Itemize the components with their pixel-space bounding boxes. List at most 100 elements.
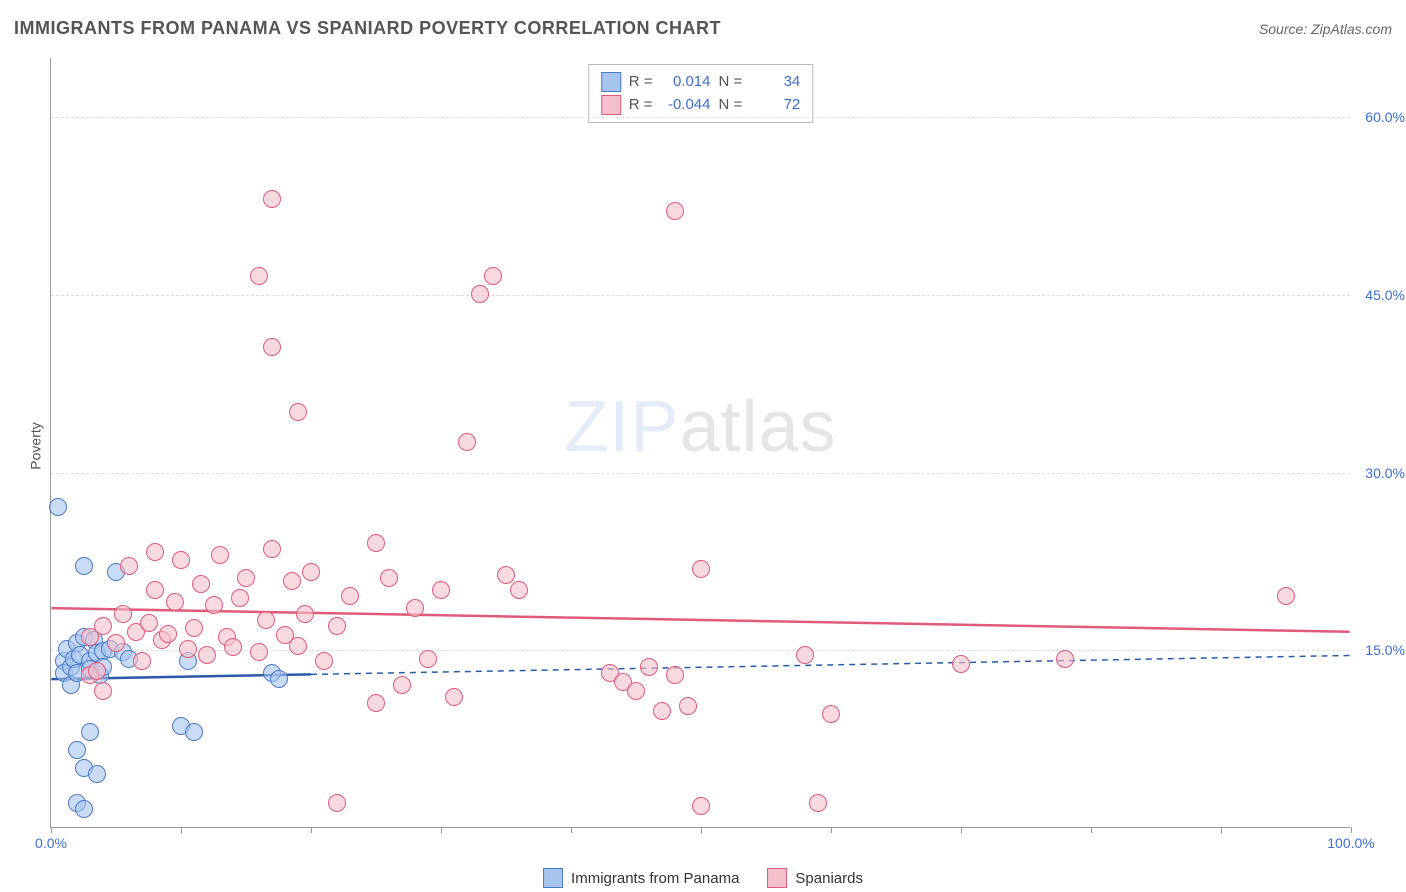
data-point [166,593,184,611]
stats-row: R = 0.014 N = 34 [601,71,801,94]
x-tick-mark [701,827,702,833]
x-tick-mark [51,827,52,833]
data-point [159,625,177,643]
gridline-h [51,117,1350,118]
x-tick-mark [961,827,962,833]
data-point [653,702,671,720]
data-point [679,697,697,715]
data-point [692,797,710,815]
data-point [289,403,307,421]
r-value: 0.014 [661,71,711,94]
data-point [133,652,151,670]
data-point [250,643,268,661]
chart-plot-area: ZIPatlas R =0.014N =34R =-0.044N =72 15.… [50,58,1350,828]
data-point [172,551,190,569]
data-point [289,637,307,655]
x-tick-label: 100.0% [1327,835,1374,851]
r-value: -0.044 [661,94,711,117]
data-point [380,569,398,587]
n-label: N = [719,71,743,94]
data-point [822,705,840,723]
data-point [640,658,658,676]
n-value: 34 [750,71,800,94]
data-point [497,566,515,584]
data-point [179,640,197,658]
data-point [328,617,346,635]
y-tick-label: 45.0% [1365,287,1405,303]
y-axis-label: Poverty [28,422,44,469]
x-tick-mark [1091,827,1092,833]
gridline-h [51,295,1350,296]
data-point [627,682,645,700]
source-attribution: Source: ZipAtlas.com [1259,21,1392,37]
data-point [211,546,229,564]
data-point [88,662,106,680]
data-point [250,267,268,285]
data-point [75,800,93,818]
data-point [367,694,385,712]
series-legend: Immigrants from PanamaSpaniards [543,868,863,888]
data-point [192,575,210,593]
series-swatch [601,72,621,92]
data-point [146,581,164,599]
data-point [94,682,112,700]
watermark: ZIPatlas [564,386,836,468]
x-tick-mark [441,827,442,833]
data-point [263,540,281,558]
data-point [296,605,314,623]
y-tick-label: 60.0% [1365,109,1405,125]
data-point [809,794,827,812]
data-point [510,581,528,599]
x-tick-mark [1221,827,1222,833]
data-point [237,569,255,587]
x-tick-mark [831,827,832,833]
data-point [341,587,359,605]
gridline-h [51,650,1350,651]
legend-swatch [767,868,787,888]
data-point [205,596,223,614]
series-swatch [601,95,621,115]
legend-label: Spaniards [795,870,863,887]
data-point [146,543,164,561]
trend-lines-layer [51,58,1350,827]
data-point [471,285,489,303]
data-point [952,655,970,673]
x-tick-mark [1351,827,1352,833]
n-label: N = [719,94,743,117]
data-point [198,646,216,664]
data-point [68,741,86,759]
data-point [666,202,684,220]
data-point [120,557,138,575]
data-point [185,723,203,741]
y-tick-label: 30.0% [1365,465,1405,481]
data-point [81,723,99,741]
x-tick-mark [571,827,572,833]
data-point [445,688,463,706]
data-point [114,605,132,623]
data-point [393,676,411,694]
data-point [263,190,281,208]
data-point [796,646,814,664]
data-point [666,666,684,684]
y-tick-label: 15.0% [1365,642,1405,658]
chart-title: IMMIGRANTS FROM PANAMA VS SPANIARD POVER… [14,18,721,39]
gridline-h [51,473,1350,474]
r-label: R = [629,94,653,117]
data-point [263,338,281,356]
data-point [458,433,476,451]
data-point [107,634,125,652]
x-tick-mark [311,827,312,833]
x-tick-label: 0.0% [35,835,67,851]
correlation-stats-box: R =0.014N =34R =-0.044N =72 [588,64,814,123]
r-label: R = [629,71,653,94]
data-point [283,572,301,590]
data-point [1277,587,1295,605]
data-point [257,611,275,629]
stats-row: R =-0.044N =72 [601,94,801,117]
x-tick-mark [181,827,182,833]
data-point [75,557,93,575]
data-point [692,560,710,578]
legend-swatch [543,868,563,888]
data-point [231,589,249,607]
data-point [302,563,320,581]
